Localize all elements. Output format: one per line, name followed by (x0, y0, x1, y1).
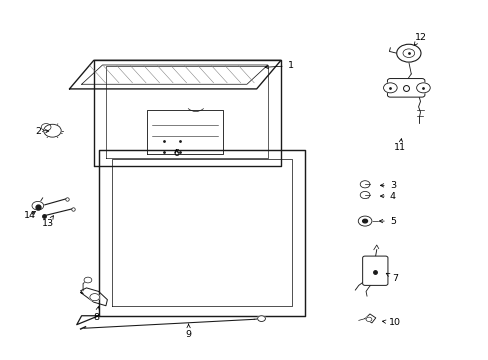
Text: 5: 5 (379, 217, 395, 226)
Text: 2: 2 (35, 127, 49, 136)
Circle shape (84, 277, 92, 283)
Text: 3: 3 (380, 181, 395, 190)
Circle shape (43, 124, 61, 137)
Circle shape (360, 192, 369, 199)
Circle shape (416, 83, 429, 93)
Text: 9: 9 (185, 324, 191, 339)
Text: 6: 6 (173, 149, 179, 158)
FancyBboxPatch shape (386, 78, 424, 97)
Circle shape (257, 316, 265, 321)
Circle shape (360, 181, 369, 188)
Circle shape (362, 219, 367, 223)
Circle shape (90, 294, 100, 301)
Circle shape (396, 44, 420, 62)
Circle shape (41, 123, 51, 131)
Circle shape (32, 202, 43, 210)
Text: 8: 8 (93, 307, 99, 322)
Circle shape (366, 317, 371, 321)
Circle shape (358, 216, 371, 226)
Text: 4: 4 (380, 192, 395, 201)
Circle shape (402, 49, 414, 58)
Circle shape (383, 83, 396, 93)
Text: 11: 11 (393, 139, 405, 152)
Text: 13: 13 (42, 216, 54, 228)
Text: 12: 12 (413, 33, 426, 45)
Text: 10: 10 (382, 318, 401, 327)
Text: 14: 14 (23, 211, 36, 220)
FancyBboxPatch shape (362, 256, 387, 285)
Text: 1: 1 (264, 61, 293, 70)
Text: 7: 7 (386, 273, 397, 283)
